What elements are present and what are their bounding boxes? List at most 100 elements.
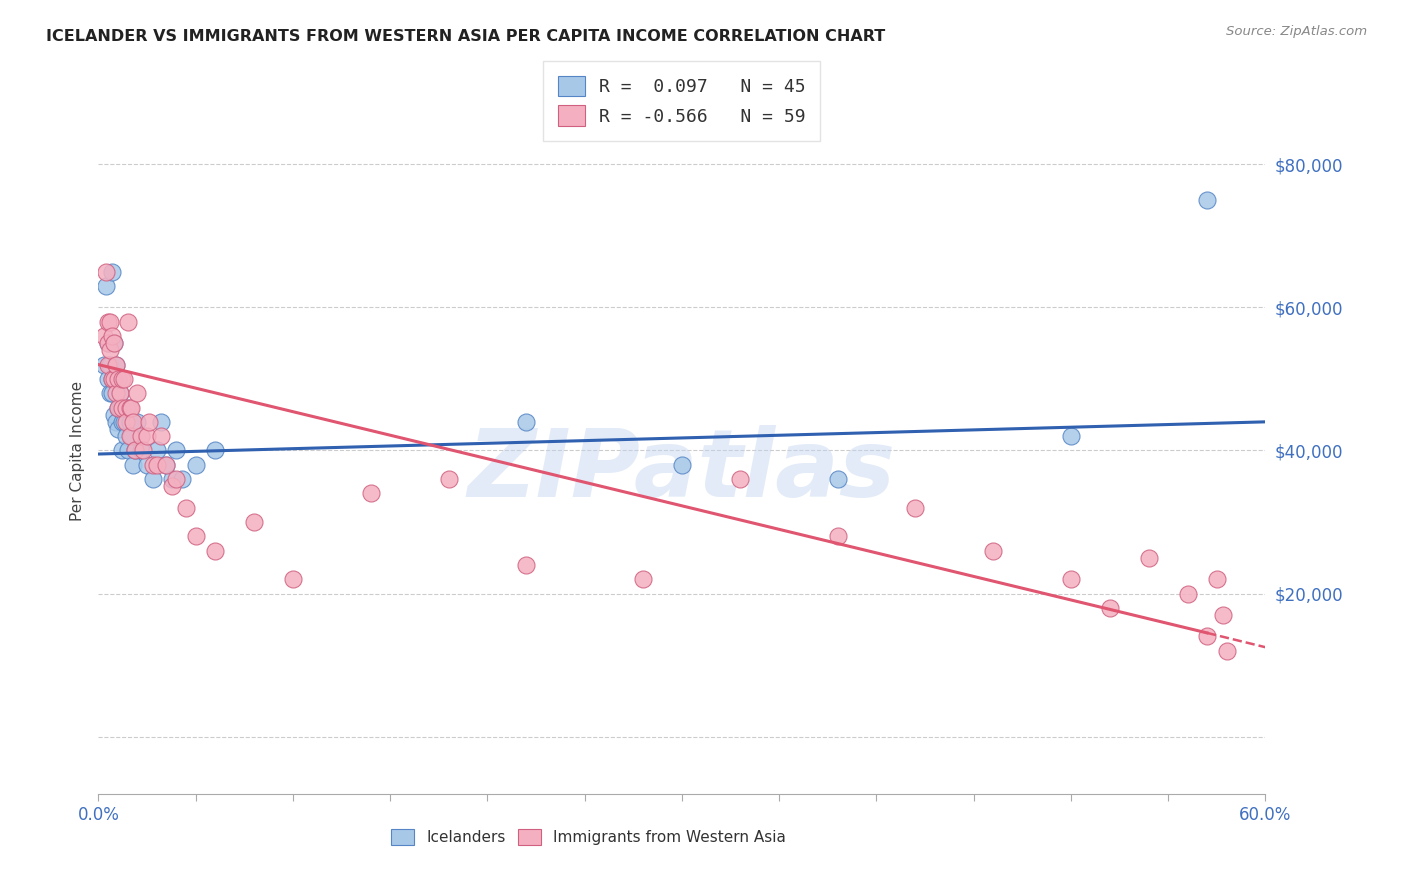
Point — [146, 443, 169, 458]
Point — [107, 401, 129, 415]
Point — [149, 415, 172, 429]
Point — [103, 336, 125, 351]
Point — [1060, 429, 1083, 443]
Text: ICELANDER VS IMMIGRANTS FROM WESTERN ASIA PER CAPITA INCOME CORRELATION CHART: ICELANDER VS IMMIGRANTS FROM WESTERN ASI… — [46, 29, 886, 44]
Point — [111, 443, 134, 458]
Point — [127, 415, 149, 429]
Point — [138, 415, 160, 429]
Point — [122, 458, 145, 472]
Text: ZIPatlas: ZIPatlas — [468, 425, 896, 517]
Point — [114, 415, 136, 429]
Point — [127, 386, 149, 401]
Y-axis label: Per Capita Income: Per Capita Income — [69, 380, 84, 521]
Point — [1205, 572, 1227, 586]
Point — [118, 401, 141, 415]
Point — [118, 415, 141, 429]
Point — [103, 372, 125, 386]
Point — [104, 415, 127, 429]
Point — [204, 543, 226, 558]
Point — [97, 336, 120, 351]
Point — [101, 386, 124, 401]
Point — [204, 443, 226, 458]
Point — [124, 443, 146, 458]
Point — [117, 315, 139, 329]
Point — [104, 358, 127, 372]
Point — [114, 429, 136, 443]
Point — [136, 458, 159, 472]
Point — [1212, 607, 1234, 622]
Point — [155, 458, 177, 472]
Point — [671, 458, 693, 472]
Text: Source: ZipAtlas.com: Source: ZipAtlas.com — [1226, 25, 1367, 38]
Point — [112, 372, 135, 386]
Point — [515, 415, 537, 429]
Point — [129, 429, 152, 443]
Point — [108, 401, 131, 415]
Point — [1098, 600, 1121, 615]
Point — [103, 408, 125, 422]
Point — [97, 358, 120, 372]
Point — [1195, 193, 1218, 207]
Point — [98, 386, 121, 401]
Point — [1195, 630, 1218, 644]
Point — [827, 472, 849, 486]
Point — [121, 429, 143, 443]
Point — [93, 358, 115, 372]
Point — [97, 336, 120, 351]
Point — [827, 529, 849, 543]
Point — [101, 329, 124, 343]
Point — [243, 515, 266, 529]
Point — [132, 443, 155, 458]
Point — [97, 372, 120, 386]
Point — [101, 372, 124, 386]
Point — [117, 443, 139, 458]
Point — [103, 336, 125, 351]
Point — [904, 500, 927, 515]
Point — [108, 386, 131, 401]
Point — [162, 479, 184, 493]
Point — [98, 315, 121, 329]
Point — [515, 558, 537, 572]
Point — [146, 458, 169, 472]
Point — [114, 401, 136, 415]
Point — [98, 358, 121, 372]
Point — [104, 358, 127, 372]
Point — [437, 472, 460, 486]
Point — [98, 343, 121, 358]
Point — [155, 458, 177, 472]
Point — [107, 422, 129, 436]
Point — [360, 486, 382, 500]
Point — [1137, 550, 1160, 565]
Point — [184, 458, 207, 472]
Point — [136, 429, 159, 443]
Point — [117, 401, 139, 415]
Point — [129, 443, 152, 458]
Point — [96, 279, 118, 293]
Point — [162, 472, 184, 486]
Point — [93, 329, 115, 343]
Point — [1177, 586, 1199, 600]
Point — [101, 264, 124, 278]
Point — [96, 264, 118, 278]
Point — [104, 386, 127, 401]
Point — [165, 472, 187, 486]
Point — [174, 500, 197, 515]
Point — [111, 372, 134, 386]
Point — [631, 572, 654, 586]
Point — [184, 529, 207, 543]
Point — [1215, 644, 1237, 658]
Point — [107, 372, 129, 386]
Point — [101, 372, 124, 386]
Point — [111, 401, 134, 415]
Point — [118, 429, 141, 443]
Point — [107, 372, 129, 386]
Point — [1060, 572, 1083, 586]
Legend: Icelanders, Immigrants from Western Asia: Icelanders, Immigrants from Western Asia — [385, 822, 792, 852]
Point — [281, 572, 304, 586]
Point — [170, 472, 193, 486]
Point — [165, 443, 187, 458]
Point — [149, 429, 172, 443]
Point — [107, 401, 129, 415]
Point — [142, 472, 165, 486]
Point — [121, 401, 143, 415]
